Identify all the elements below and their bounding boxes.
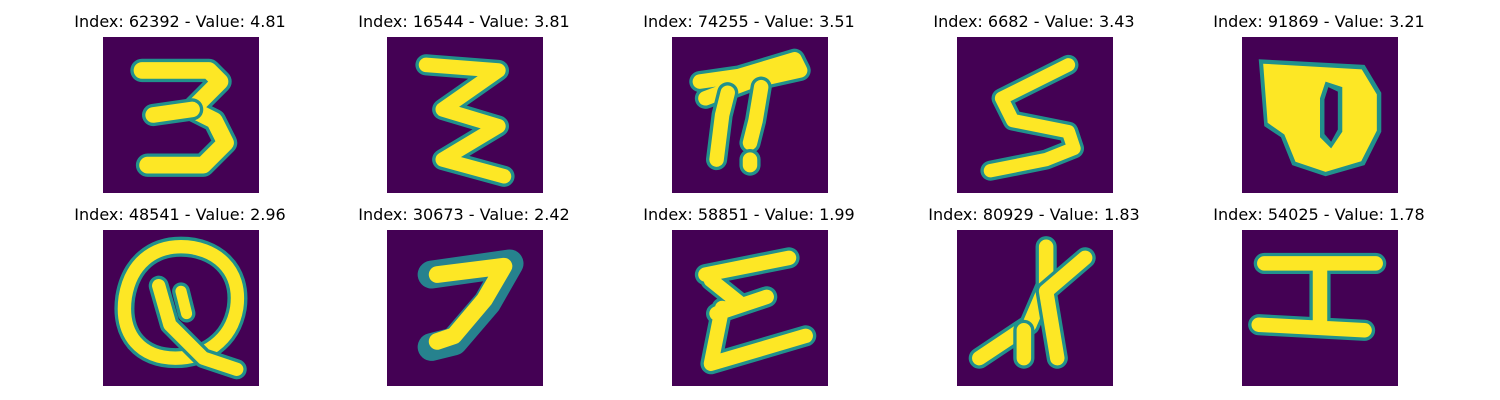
glyph-image: [387, 37, 543, 193]
glyph-image: [1242, 230, 1398, 386]
glyph-image: [957, 37, 1113, 193]
glyph-image: [387, 230, 543, 386]
cell-title: Index: 91869 - Value: 3.21: [1213, 12, 1425, 31]
cell-title: Index: 30673 - Value: 2.42: [358, 205, 570, 224]
glyph-image: [672, 230, 828, 386]
cell-title: Index: 16544 - Value: 3.81: [358, 12, 570, 31]
glyph-image: [672, 37, 828, 193]
glyph-image: [957, 230, 1113, 386]
glyph-image: [103, 230, 259, 386]
cell-title: Index: 58851 - Value: 1.99: [643, 205, 855, 224]
cell-title: Index: 48541 - Value: 2.96: [74, 205, 286, 224]
cell-title: Index: 62392 - Value: 4.81: [74, 12, 286, 31]
cell-title: Index: 6682 - Value: 3.43: [933, 12, 1135, 31]
cell-title: Index: 74255 - Value: 3.51: [643, 12, 855, 31]
glyph-image: [103, 37, 259, 193]
cell-title: Index: 80929 - Value: 1.83: [928, 205, 1140, 224]
glyph-image: [1242, 37, 1398, 193]
cell-title: Index: 54025 - Value: 1.78: [1213, 205, 1425, 224]
